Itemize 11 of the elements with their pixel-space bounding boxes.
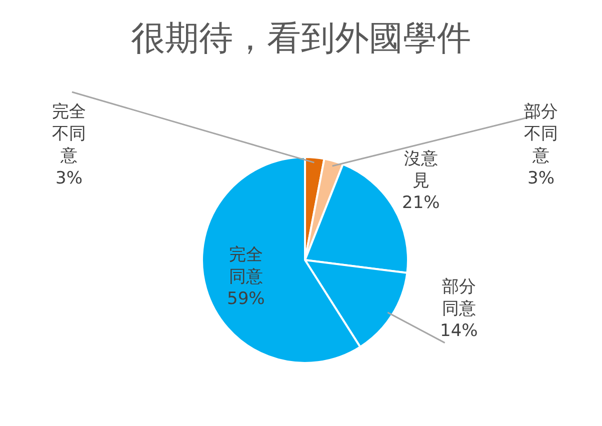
slice-label: 部分同意 xyxy=(442,277,476,320)
slice-label: 完全不同意 xyxy=(52,102,86,166)
data-label: 3% xyxy=(528,168,554,188)
data-label: 14% xyxy=(440,321,478,342)
slice-label: 部分不同意 xyxy=(524,102,558,166)
chart-title: 很期待，看到外國學件 xyxy=(131,18,471,58)
data-label: 21% xyxy=(402,193,440,214)
slice-label: 沒意見 xyxy=(404,149,438,192)
data-label: 59% xyxy=(227,289,265,310)
data-label: 3% xyxy=(56,168,82,188)
slice-label: 完全同意 xyxy=(228,245,263,288)
